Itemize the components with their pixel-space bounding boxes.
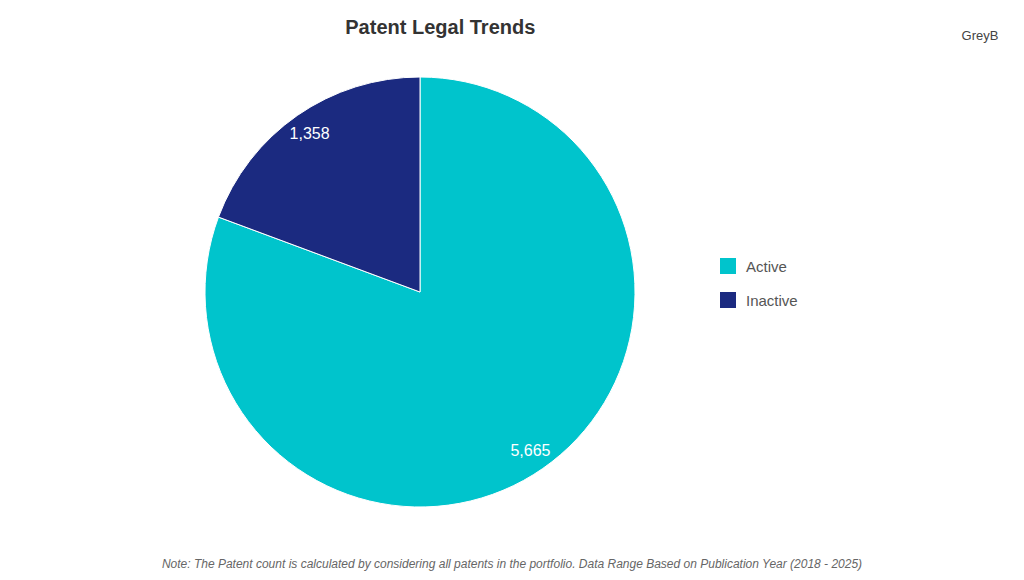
- pie: [205, 77, 635, 507]
- data-label: 1,358: [290, 125, 330, 142]
- title: Patent Legal Trends: [345, 16, 535, 38]
- slice: [218, 77, 420, 292]
- legend-item: Inactive: [720, 292, 798, 309]
- legend: Active Inactive: [720, 258, 798, 309]
- legend-item: Active: [720, 258, 787, 275]
- data-labels: 5,665 1,358: [290, 125, 551, 460]
- note: Note: The Patent count is calculated by …: [162, 557, 862, 571]
- legend-label: Active: [746, 258, 787, 275]
- annotation: GreyB: [962, 28, 999, 43]
- data-label: 5,665: [510, 442, 550, 459]
- legend-swatch: [720, 292, 736, 308]
- legend-swatch: [720, 258, 736, 274]
- legend-label: Inactive: [746, 292, 798, 309]
- slice: [205, 77, 635, 507]
- chart: Patent Legal Trends 5,665 1,358 Active Inact…: [0, 0, 1024, 580]
